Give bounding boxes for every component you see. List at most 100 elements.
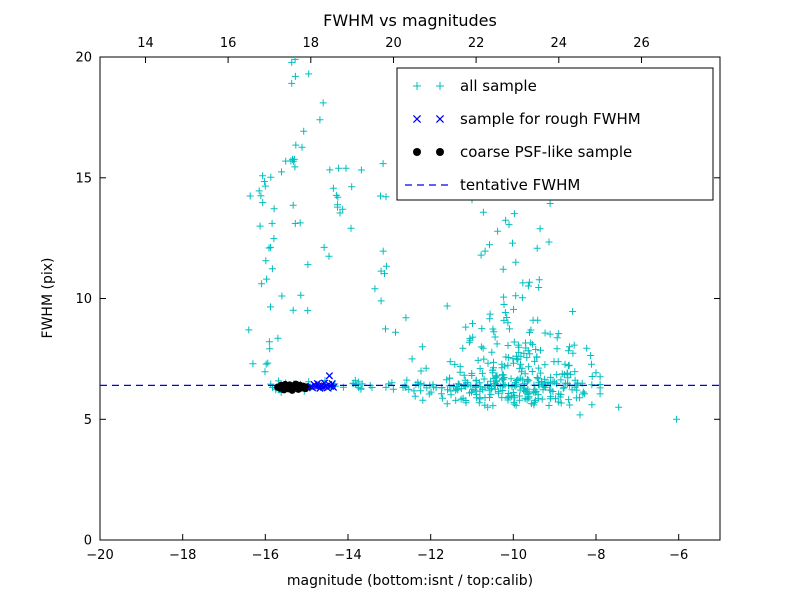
y-axis-label: FWHM (pix) [40, 258, 56, 339]
plus-marker [528, 368, 536, 375]
plus-marker [329, 184, 337, 192]
plus-marker [541, 361, 549, 369]
data-series [100, 55, 720, 423]
plus-marker [405, 385, 413, 393]
plus-marker [256, 222, 264, 230]
plus-marker [443, 302, 451, 310]
plus-marker [291, 163, 299, 171]
plus-marker [488, 385, 495, 392]
top-tick-label: 22 [468, 36, 485, 51]
plus-marker [486, 310, 494, 318]
plus-marker [565, 361, 573, 369]
plus-marker [546, 200, 554, 207]
plus-marker [518, 294, 526, 302]
plus-marker [377, 297, 385, 305]
legend-label: all sample [460, 77, 537, 95]
plus-marker [504, 396, 512, 404]
plus-marker [255, 187, 263, 195]
plus-marker [261, 182, 269, 190]
plus-marker [377, 192, 384, 200]
plus-marker [588, 401, 596, 409]
plus-marker [479, 208, 487, 216]
plus-marker [546, 386, 554, 394]
legend-label: coarse PSF-like sample [460, 143, 632, 161]
plus-marker [564, 347, 572, 355]
plus-marker [319, 99, 327, 107]
plus-marker [385, 380, 393, 388]
plus-marker [517, 360, 524, 368]
plus-marker [510, 210, 518, 218]
x-marker [435, 114, 445, 124]
x-tick-label: −10 [500, 548, 527, 563]
plus-marker [479, 344, 487, 352]
plus-marker [545, 402, 553, 409]
plus-marker [265, 244, 273, 252]
x-axis-label: magnitude (bottom:isnt / top:calib) [287, 573, 533, 589]
plus-marker [460, 371, 468, 379]
plus-marker [481, 247, 489, 255]
plus-marker [379, 160, 387, 168]
plus-marker [504, 342, 512, 349]
x-tick-label: −14 [334, 548, 361, 563]
plus-marker [412, 380, 420, 388]
plus-marker [455, 381, 463, 388]
plus-marker [596, 373, 604, 381]
plus-marker [500, 293, 508, 301]
plus-marker [571, 376, 579, 384]
plus-marker [533, 244, 541, 252]
x-marker [329, 383, 338, 392]
x-tick-label: −18 [169, 548, 196, 563]
plus-marker [267, 303, 274, 311]
plus-marker [292, 141, 300, 149]
plus-marker [410, 387, 418, 395]
plus-marker [573, 380, 581, 388]
plus-marker [477, 343, 485, 351]
plus-marker [534, 316, 542, 324]
plus-marker [259, 172, 267, 180]
plus-marker [555, 330, 563, 338]
plus-marker [566, 401, 574, 409]
plus-marker [348, 183, 356, 191]
plus-marker [540, 375, 548, 383]
dot-marker [436, 148, 444, 156]
plus-marker [462, 323, 470, 331]
plus-marker [456, 363, 464, 371]
plus-marker [509, 355, 517, 363]
plus-marker [510, 359, 517, 367]
plus-marker [446, 374, 453, 382]
plus-marker [316, 116, 324, 124]
plus-marker [381, 270, 388, 278]
plus-marker [499, 371, 507, 379]
plus-marker [592, 369, 600, 377]
legend-label: tentative FWHM [460, 176, 580, 194]
plus-marker [444, 386, 451, 394]
plus-marker [325, 252, 333, 260]
plus-marker [525, 363, 533, 371]
plus-marker [443, 400, 451, 408]
plus-marker [535, 364, 543, 372]
plus-marker [339, 205, 347, 213]
plus-marker [264, 359, 272, 367]
x-marker [325, 372, 334, 380]
plus-marker [532, 346, 540, 353]
plus-marker [287, 157, 295, 165]
axis-tick-labels: −20 −18 −16 −14 −12 −10 −8 −6 14 16 18 20 22 24 26 0 5 10… [75, 36, 688, 563]
plus-marker [566, 343, 573, 351]
plus-marker [530, 401, 538, 409]
plus-marker [517, 352, 525, 360]
plus-marker [534, 375, 542, 383]
plus-marker [489, 369, 497, 377]
plus-marker [478, 369, 486, 377]
plus-marker [524, 282, 532, 290]
plus-marker [297, 291, 305, 299]
plus-marker [357, 166, 365, 174]
plus-marker [501, 362, 509, 370]
plus-marker [465, 338, 473, 346]
plus-marker [551, 378, 559, 386]
x-tick-label: −20 [86, 548, 113, 563]
plus-marker [508, 383, 516, 391]
plus-marker [263, 275, 271, 283]
top-tick-label: 26 [633, 36, 650, 51]
plus-marker [490, 375, 498, 383]
